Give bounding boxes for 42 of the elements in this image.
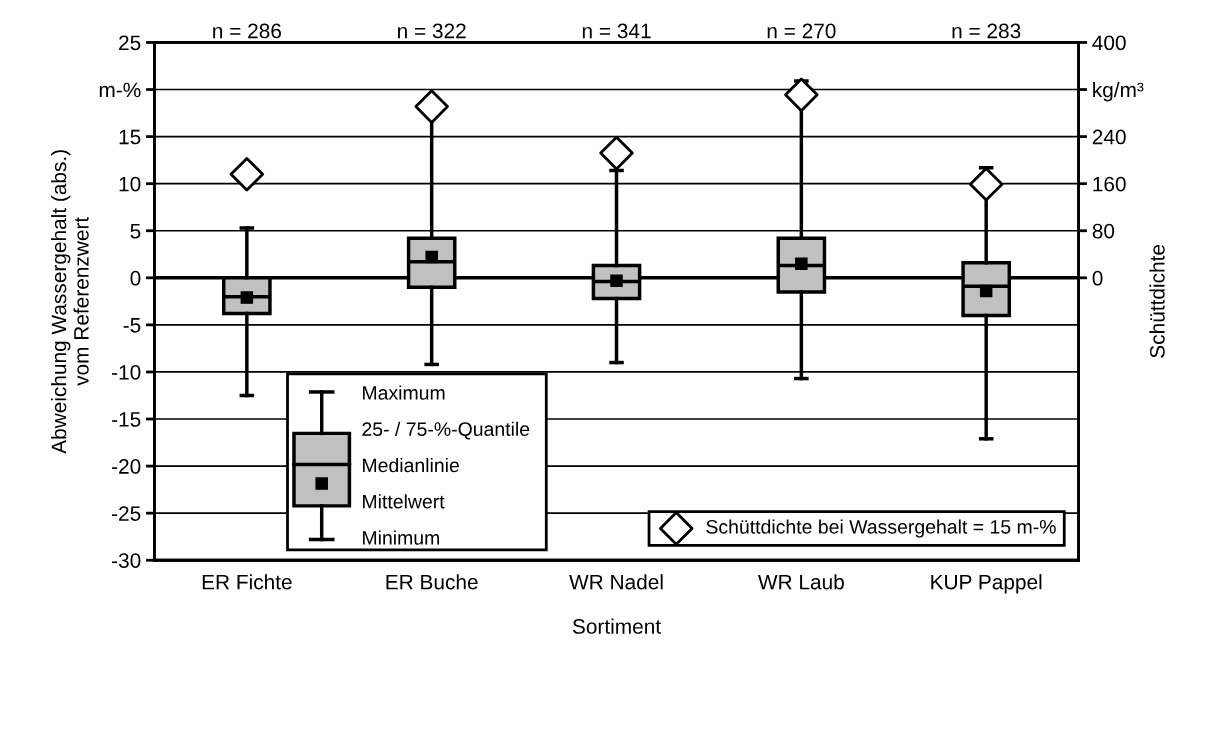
y-tick-label: 5 bbox=[130, 223, 141, 239]
y-tick-label: 15 bbox=[119, 129, 141, 145]
y-tick-label: -10 bbox=[112, 364, 141, 380]
text: n = 283 bbox=[952, 23, 1021, 39]
text: n = 322 bbox=[398, 23, 466, 39]
text: n = 341 bbox=[582, 23, 651, 39]
x-tick-label: KUP Pappel bbox=[931, 574, 1042, 594]
annotation: Mittelwert bbox=[363, 494, 445, 509]
y-tick-label: 25 bbox=[119, 35, 141, 51]
text: n = 286 bbox=[213, 23, 281, 39]
x-tick-label: WR Laub bbox=[758, 574, 844, 590]
annotation: Minimum bbox=[363, 530, 440, 545]
y2-tick-label: 0 bbox=[1092, 270, 1103, 286]
point bbox=[414, 89, 449, 124]
point bbox=[229, 157, 265, 192]
y2-tick-label: kg/m³ bbox=[1093, 81, 1144, 102]
y2-tick-label: 80 bbox=[1092, 223, 1115, 239]
y-tick-label: -30 bbox=[112, 553, 141, 568]
y-tick-label: 0 bbox=[130, 270, 141, 286]
y-tick-label: m-% bbox=[99, 82, 141, 98]
y-tick-label: -15 bbox=[112, 412, 141, 427]
y-tick-label: -25 bbox=[112, 506, 141, 521]
x-tick-label: ER Fichte bbox=[202, 574, 292, 590]
y-tick-label: 10 bbox=[119, 176, 141, 192]
point bbox=[784, 77, 819, 113]
annotation: Medianlinie bbox=[363, 457, 459, 473]
legend-label: Schüttdichte bei Wassergehalt = 15 m-% bbox=[706, 519, 1056, 538]
x-tick-label: ER Buche bbox=[386, 574, 478, 590]
point bbox=[968, 167, 1004, 202]
point bbox=[599, 135, 634, 171]
y-tick-label: -5 bbox=[123, 318, 141, 333]
y2-tick-label: 160 bbox=[1093, 176, 1126, 192]
y2-tick-label: 240 bbox=[1092, 129, 1126, 145]
annotation: Maximum bbox=[363, 385, 445, 400]
x-tick-label: WR Nadel bbox=[569, 574, 663, 590]
y2-tick-label: 400 bbox=[1092, 35, 1126, 51]
text: n = 270 bbox=[767, 23, 836, 39]
annotation: 25- / 75-%-Quantile bbox=[362, 421, 530, 440]
y-axis-title: Abweichung Wassergehalt (abs.) vom Referenzwert bbox=[51, 150, 89, 454]
x-axis-title: Sortiment bbox=[572, 618, 661, 634]
y2-axis-title: Schüttdichte bbox=[1149, 244, 1165, 358]
y-tick-label: -20 bbox=[112, 459, 141, 474]
